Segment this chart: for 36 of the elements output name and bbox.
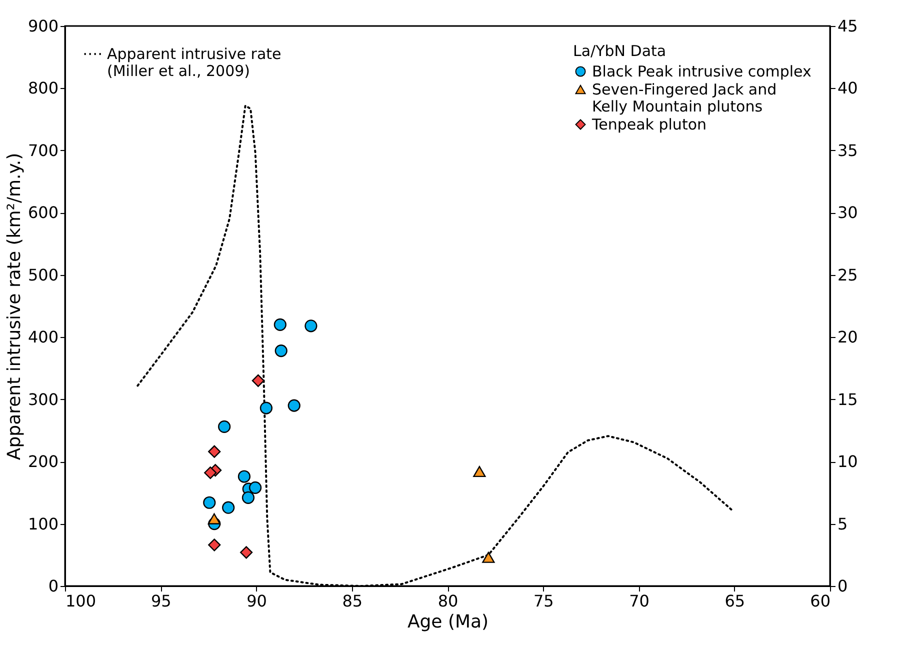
legend-label: Seven-Fingered Jack and Kelly Mountain plutons xyxy=(592,80,777,116)
y-tick-label: 900 xyxy=(28,16,58,36)
y-tick-label: 500 xyxy=(28,265,58,284)
y2-tick-label: 0 xyxy=(838,576,848,596)
y2-tick-label: 10 xyxy=(838,452,858,472)
y2-tick-label: 35 xyxy=(838,140,858,160)
legend-label: Tenpeak pluton xyxy=(591,116,707,134)
x-tick-label: 60 xyxy=(810,592,830,610)
x-tick-label: 95 xyxy=(150,592,172,610)
legend-label: Apparent intrusive rate (Miller et al., 2009) xyxy=(107,45,282,80)
x-tick-label: 85 xyxy=(342,592,363,610)
x-tick-label: 100 xyxy=(66,592,96,610)
x-tick-label: 65 xyxy=(724,592,746,610)
y-axis-title: Apparent intrusive rate (km²/m.y.) xyxy=(4,152,25,460)
y-tick-label: 200 xyxy=(28,452,58,472)
y2-tick-label: 30 xyxy=(838,203,858,222)
y-tick-label: 100 xyxy=(28,514,58,534)
legend-label: Black Peak intrusive complex xyxy=(592,62,812,80)
y2-tick-label: 20 xyxy=(838,328,858,347)
y2-tick-label: 40 xyxy=(838,78,858,98)
x-tick-label: 70 xyxy=(629,592,650,610)
x-tick-label: 80 xyxy=(438,592,458,610)
y2-tick-label: 25 xyxy=(838,265,858,284)
y-tick-label: 600 xyxy=(28,203,58,222)
x-tick-label: 75 xyxy=(533,592,554,610)
x-tick-label: 90 xyxy=(246,592,267,610)
y2-tick-label: 15 xyxy=(838,390,858,409)
x-axis-title: Age (Ma) xyxy=(407,612,489,632)
y2-tick-label: 45 xyxy=(838,16,858,36)
y-tick-label: 0 xyxy=(48,576,58,596)
y-tick-label: 700 xyxy=(28,140,58,160)
y-tick-label: 800 xyxy=(28,78,58,98)
y-tick-label: 400 xyxy=(28,328,58,347)
legend-title: La/YbN Data xyxy=(573,42,666,60)
y-tick-label: 300 xyxy=(28,390,58,409)
y2-tick-label: 5 xyxy=(838,514,848,534)
